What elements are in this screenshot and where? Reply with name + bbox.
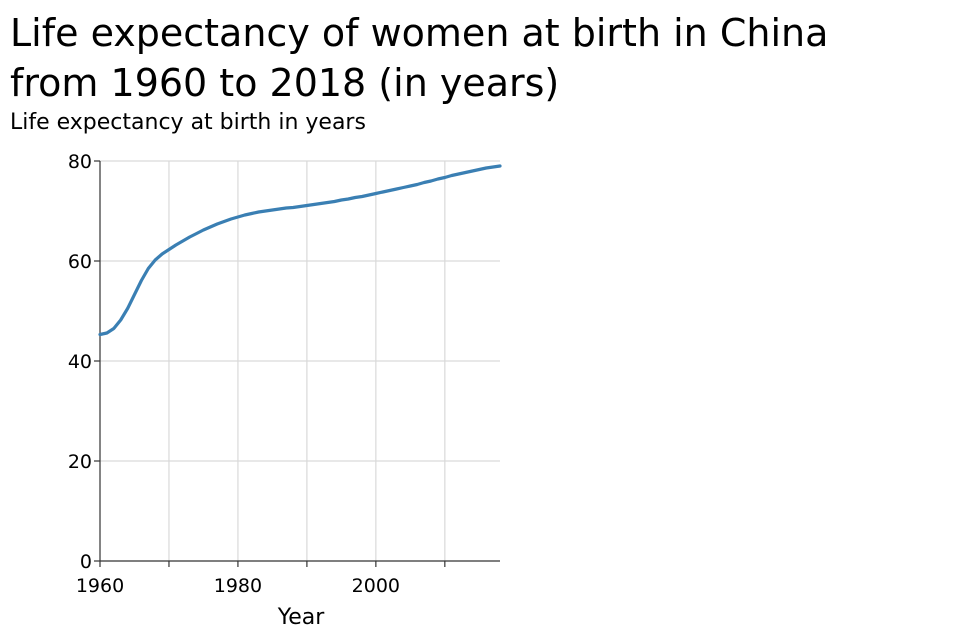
chart-title-line-1: Life expectancy of women at birth in Chi… [10, 11, 829, 55]
x-axis-ticks: 1960 1980 2000 [76, 561, 446, 597]
gridlines [100, 160, 500, 561]
series-line [98, 164, 502, 337]
y-axis-label: Life expectancy at birth in years [10, 110, 366, 135]
chart-title-line-2: from 1960 to 2018 (in years) [10, 61, 560, 105]
x-tick-label: 2000 [352, 575, 400, 597]
chart-title: Life expectancy of women at birth in Chi… [10, 8, 960, 108]
y-tick-label: 20 [68, 451, 92, 473]
x-tick-label: 1980 [214, 575, 262, 597]
y-tick-label: 80 [68, 151, 92, 173]
y-axis-ticks: 0 20 40 60 80 [68, 151, 100, 573]
x-tick-label: 1960 [76, 575, 124, 597]
x-axis-title: Year [277, 605, 326, 630]
y-tick-label: 40 [68, 351, 92, 373]
y-tick-label: 60 [68, 251, 92, 273]
y-tick-label: 0 [80, 551, 92, 573]
data-series [98, 164, 502, 337]
